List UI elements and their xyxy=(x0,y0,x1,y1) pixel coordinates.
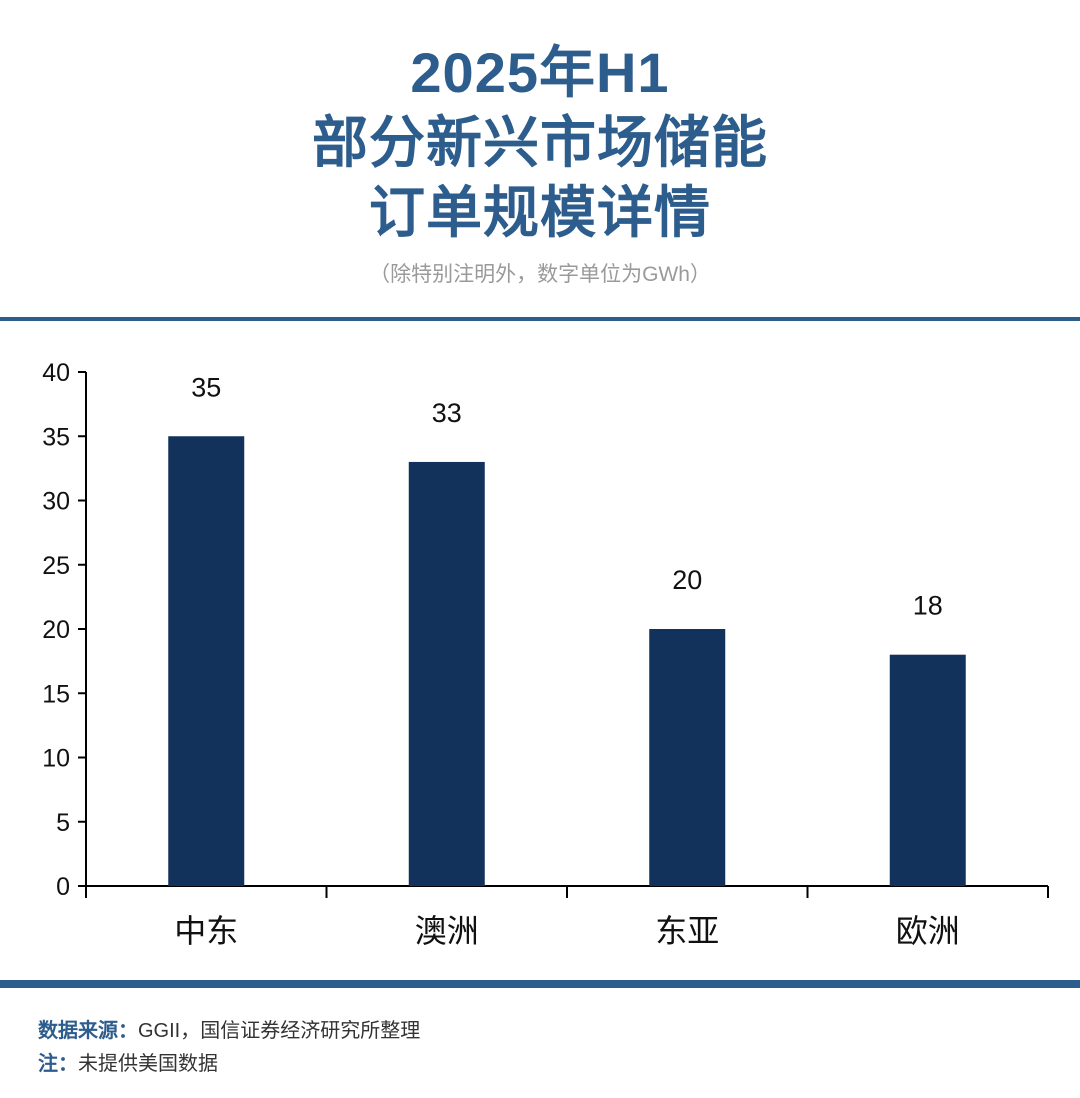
note-text: 未提供美国数据 xyxy=(78,1053,218,1075)
title-line-3: 订单规模详情 xyxy=(369,181,711,244)
data-label-1: 33 xyxy=(432,398,462,428)
chart-subtitle: （除特别注明外，数字单位为GWh） xyxy=(369,263,711,286)
y-tick-label: 30 xyxy=(42,488,70,516)
y-tick-label: 10 xyxy=(42,745,70,773)
title-line-2: 部分新兴市场储能 xyxy=(312,111,768,174)
y-tick-label: 25 xyxy=(42,552,70,580)
bar-2 xyxy=(649,629,726,886)
title-line-1: 2025年H1 xyxy=(410,41,670,104)
category-label-1: 澳洲 xyxy=(415,912,479,950)
data-label-0: 35 xyxy=(191,372,221,402)
bar-3 xyxy=(889,654,966,886)
category-label-2: 东亚 xyxy=(655,912,719,950)
bar-1 xyxy=(408,461,485,886)
top-divider xyxy=(0,317,1080,321)
category-label-3: 欧洲 xyxy=(896,912,960,950)
y-tick-label: 40 xyxy=(42,359,70,387)
data-label-3: 18 xyxy=(913,591,943,621)
y-tick-label: 0 xyxy=(56,873,70,901)
footnote: 注：未提供美国数据 xyxy=(38,1047,218,1076)
bar-chart: 0 5 10 15 20 25 30 35 40 35 中东 33 澳洲 20 东亚 18 欧洲 xyxy=(42,359,1049,950)
y-tick-label: 15 xyxy=(42,680,70,708)
bottom-divider xyxy=(0,980,1080,988)
chart-title: 2025年H1 部分新兴市场储能 订单规模详情 xyxy=(0,38,1080,248)
data-label-2: 20 xyxy=(672,565,702,595)
source-text: GGII，国信证券经济研究所整理 xyxy=(138,1020,421,1042)
source-note: 数据来源：GGII，国信证券经济研究所整理 xyxy=(38,1014,420,1043)
y-tick-label: 20 xyxy=(42,616,70,644)
note-label: 注： xyxy=(38,1053,78,1075)
y-tick-label: 35 xyxy=(42,423,70,451)
category-label-0: 中东 xyxy=(174,912,238,950)
y-tick-label: 5 xyxy=(56,809,70,837)
bar-0 xyxy=(168,436,245,886)
source-label: 数据来源： xyxy=(38,1020,138,1042)
